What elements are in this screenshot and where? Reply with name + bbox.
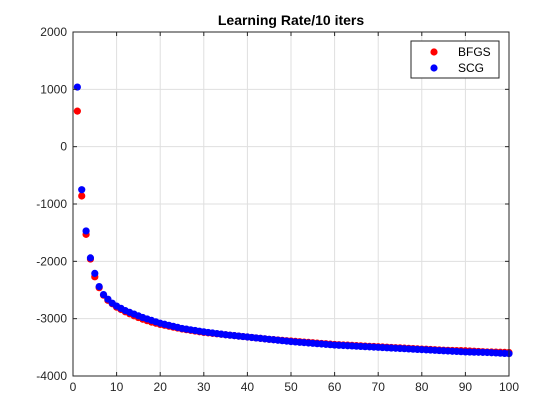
chart-title: Learning Rate/10 iters [218,12,364,28]
y-tick-label: 2000 [40,25,67,39]
legend-label: BFGS [458,45,491,59]
x-tick-label: 50 [284,380,298,394]
x-tick-label: 80 [415,380,429,394]
legend-label: SCG [458,61,484,75]
x-tick-label: 20 [154,380,168,394]
x-tick-label: 70 [372,380,386,394]
data-point [91,269,99,277]
y-tick-label: -1000 [36,197,67,211]
x-tick-label: 0 [70,380,77,394]
legend: BFGS SCG [410,40,500,79]
legend-box [410,40,500,79]
x-tick-label: 90 [459,380,473,394]
x-tick-label: 30 [197,380,211,394]
series-scg [73,83,513,358]
data-point [73,107,81,115]
data-point [86,254,95,262]
data-point [99,290,108,299]
data-point [78,192,86,200]
legend-marker [430,48,438,56]
x-tick-label: 10 [110,380,124,394]
data-point [78,186,86,194]
y-tick-label: 1000 [40,82,67,96]
x-tick-label: 60 [328,380,342,394]
y-tick-label: -2000 [36,254,67,268]
x-tick-label: 100 [499,380,519,394]
data-point [95,282,103,291]
y-tick-label: 0 [60,140,67,154]
legend-marker [430,64,438,72]
data-point [82,227,90,235]
axis-ticks: 0 10 20 30 40 50 60 70 80 90 100 -4000 -3000 -2000 -10… [36,25,519,394]
data-series [73,83,513,358]
x-tick-label: 40 [241,380,255,394]
y-tick-label: -4000 [36,369,67,383]
y-tick-label: -3000 [36,312,67,326]
